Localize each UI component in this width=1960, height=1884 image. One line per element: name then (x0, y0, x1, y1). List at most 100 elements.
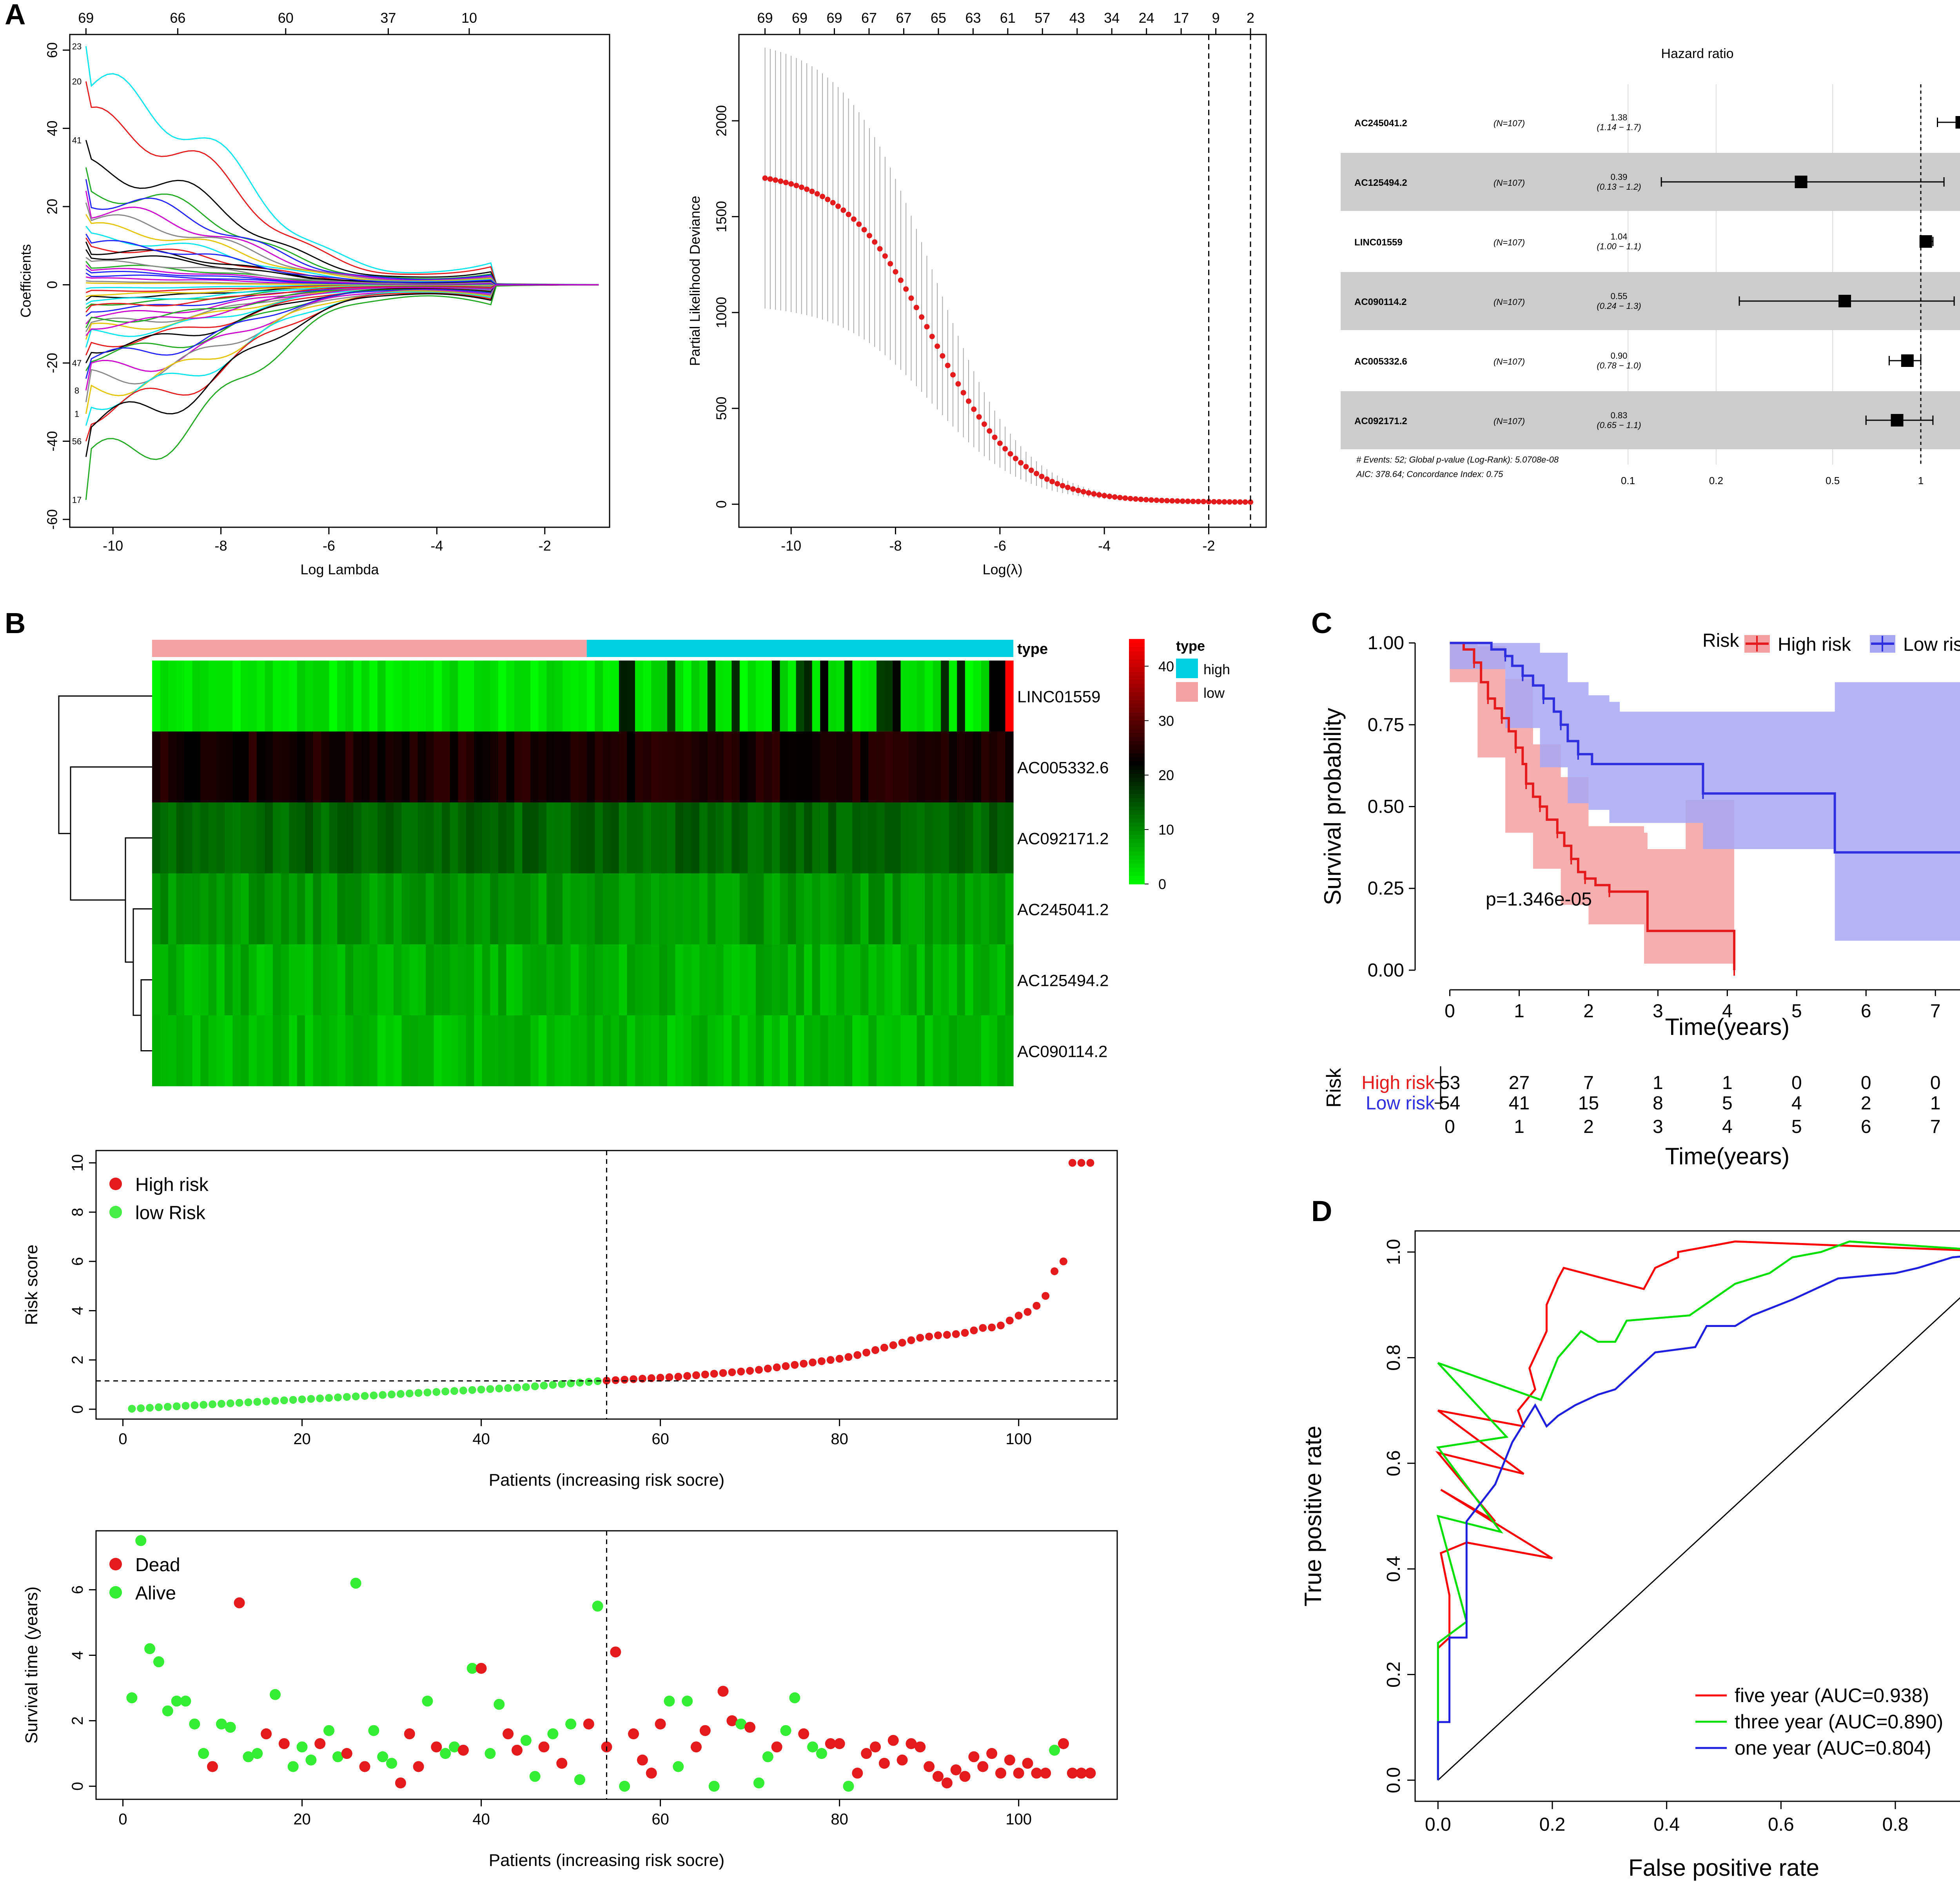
heatmap-cell (635, 944, 644, 1015)
risk-point (898, 1339, 906, 1347)
colorbar-segment (1129, 684, 1145, 688)
coefficient-path (85, 284, 599, 500)
colorbar-segment (1129, 765, 1145, 770)
cv-point (804, 186, 810, 192)
heatmap-cell (860, 802, 869, 873)
heatmap-cell (893, 944, 901, 1015)
heatmap-cell (812, 661, 820, 731)
heatmap-cell (852, 661, 861, 731)
hr-marker (1901, 354, 1914, 367)
alive-point (350, 1577, 361, 1589)
y-tick-label: 40 (44, 120, 60, 136)
top-tick-label: 65 (931, 10, 946, 26)
alive-point (305, 1754, 317, 1766)
heatmap-cell (909, 1015, 917, 1086)
heatmap-cell (949, 873, 957, 944)
x-tick-label: -8 (215, 537, 227, 554)
heatmap-cell (313, 944, 321, 1015)
risk-point (880, 1343, 888, 1352)
heatmap-cell (595, 661, 603, 731)
heatmap-cell (498, 731, 507, 802)
dead-point (861, 1748, 872, 1759)
heatmap-cell (272, 731, 281, 802)
alive-point (753, 1777, 764, 1789)
heatmap-cell (216, 944, 225, 1015)
colorbar-segment (1129, 876, 1145, 880)
heatmap-cell (941, 802, 949, 873)
cv-point (1190, 499, 1196, 505)
risk-table-x-tick-label: 6 (1861, 1116, 1871, 1137)
risk-point (540, 1381, 548, 1390)
heatmap-cell (345, 661, 354, 731)
heatmap-cell (579, 731, 587, 802)
heatmap-cell (755, 802, 764, 873)
path-label: 1 (74, 409, 79, 419)
heatmap-cell (860, 944, 869, 1015)
heatmap-cell (755, 944, 764, 1015)
cv-point (767, 176, 773, 182)
plot-frame (738, 34, 1267, 528)
heatmap-cell (675, 731, 684, 802)
hr-label: 0.39 (1611, 172, 1628, 182)
heatmap-cell (538, 661, 547, 731)
dead-point (234, 1597, 245, 1608)
heatmap-cell (723, 661, 732, 731)
heatmap-cell (739, 802, 748, 873)
heatmap-cell (691, 873, 700, 944)
y-axis-label: Survival probability (1319, 708, 1346, 906)
heatmap-cell (828, 802, 837, 873)
hazard-ratio-forest-plot: Hazard ratio 0.1 0.2 0.5 1 AC245041.2 (N=107) 1… (1341, 46, 1960, 486)
heatmap-cell (442, 944, 450, 1015)
heatmap-cell (192, 731, 201, 802)
heatmap-cell (265, 802, 273, 873)
heatmap-cell (329, 731, 338, 802)
heatmap-cell (643, 731, 652, 802)
y-tick-label: 1000 (713, 297, 730, 328)
heatmap-cell (997, 873, 1006, 944)
dead-point (924, 1761, 935, 1772)
cv-point (1227, 499, 1232, 505)
heatmap-cell (627, 873, 635, 944)
cv-point (1169, 498, 1175, 504)
risk-point (379, 1391, 387, 1399)
heatmap-cell (232, 731, 241, 802)
colorbar-segment (1129, 871, 1145, 877)
heatmap-cell (216, 1015, 225, 1086)
risk-point (432, 1388, 441, 1396)
risk-point (746, 1367, 754, 1375)
type-bar-high (586, 640, 1013, 657)
heatmap-cell (828, 661, 837, 731)
heatmap-cell (554, 1015, 563, 1086)
heatmap-cell (611, 944, 619, 1015)
heatmap-cell (554, 802, 563, 873)
risk-point (996, 1321, 1005, 1330)
x-tick-label: 0.2 (1709, 475, 1723, 486)
heatmap-cell (820, 1015, 829, 1086)
top-tick-label: 2 (1247, 10, 1254, 26)
heatmap-cell (635, 873, 644, 944)
heatmap-cell (683, 944, 692, 1015)
heatmap-cell (788, 802, 797, 873)
heatmap-cell (973, 661, 982, 731)
heatmap-cell (417, 731, 426, 802)
heatmap-cell (595, 873, 603, 944)
y-tick-label: 20 (44, 199, 60, 214)
alive-point (153, 1656, 164, 1668)
heatmap-cell (933, 1015, 941, 1086)
heatmap-cell (780, 873, 788, 944)
heatmap-cell (232, 873, 241, 944)
heatmap-cell (860, 731, 869, 802)
colorbar-tick-label: 10 (1158, 822, 1174, 838)
heatmap-cell (683, 802, 692, 873)
cv-point (840, 207, 846, 213)
heatmap-cell (361, 873, 370, 944)
heatmap-cell (909, 873, 917, 944)
heatmap-cell (699, 802, 708, 873)
survival-curve (1450, 642, 1960, 854)
heatmap-cell (627, 944, 635, 1015)
heatmap-cell (780, 1015, 788, 1086)
heatmap-cell (249, 731, 257, 802)
heatmap-cell (522, 873, 531, 944)
heatmap-cell (868, 944, 877, 1015)
heatmap-cell (900, 802, 909, 873)
